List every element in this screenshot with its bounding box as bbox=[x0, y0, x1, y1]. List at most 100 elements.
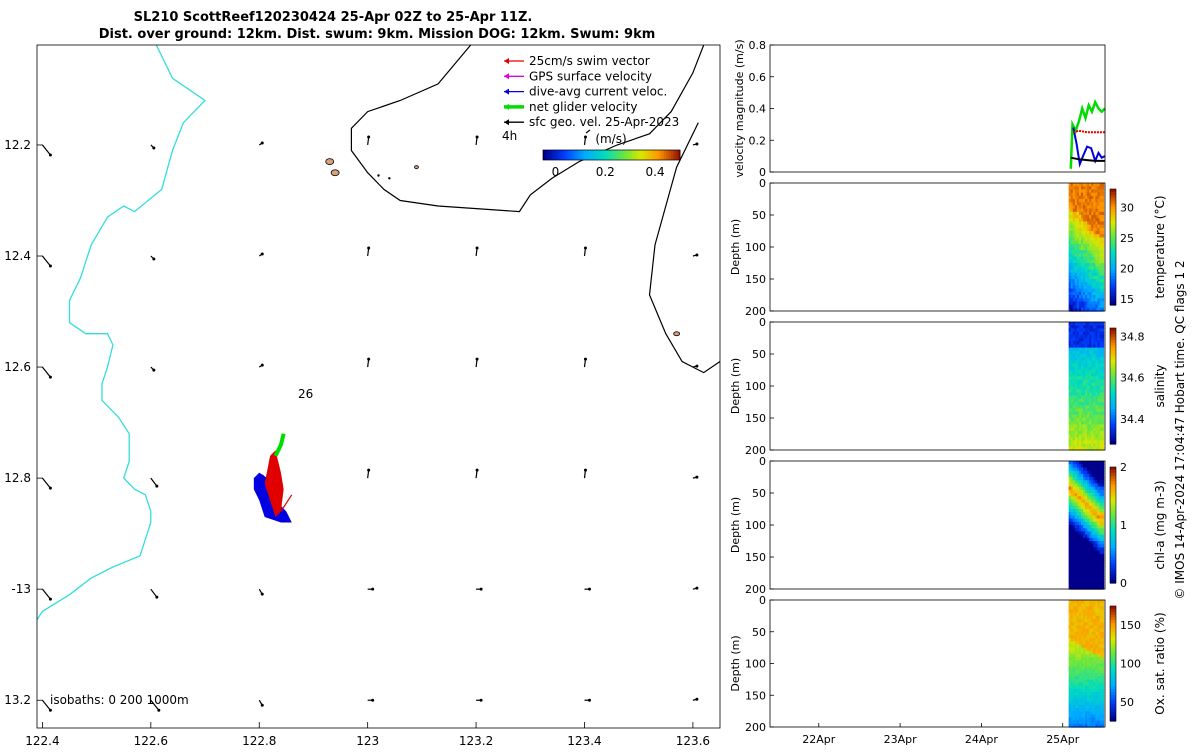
heatmap-cell bbox=[1099, 446, 1105, 451]
map-y-tick-label: 12.4 bbox=[4, 249, 31, 263]
heatmap-y-tick-label: 200 bbox=[745, 305, 766, 318]
velocity-series-line bbox=[1072, 127, 1106, 168]
heatmap-cell bbox=[1099, 553, 1105, 558]
vcolorbar-swatch bbox=[1110, 490, 1116, 494]
vcolorbar-swatch bbox=[1110, 703, 1116, 708]
vcolorbar-swatch bbox=[1110, 692, 1116, 696]
vcolorbar-swatch bbox=[1110, 359, 1116, 364]
swim-vector-cluster bbox=[264, 450, 284, 517]
colorbar-swatch bbox=[673, 150, 676, 160]
heatmap-cell bbox=[1099, 600, 1105, 604]
colorbar-swatch bbox=[609, 150, 612, 160]
heatmap-cell bbox=[1099, 250, 1105, 254]
sfc-arrow bbox=[150, 588, 158, 598]
heatmap-cell bbox=[1099, 631, 1105, 636]
colorbar-swatch bbox=[643, 150, 647, 160]
heatmap-cell bbox=[1099, 663, 1105, 668]
vcolorbar-swatch bbox=[1110, 712, 1116, 716]
heatmap-cell bbox=[1099, 537, 1105, 542]
vcolorbar-swatch bbox=[1110, 432, 1116, 436]
vcolorbar-swatch bbox=[1110, 429, 1116, 433]
vcolorbar-tick-label: 34.4 bbox=[1120, 413, 1145, 426]
heatmap-cell bbox=[1099, 205, 1105, 210]
map-x-tick-label: 123.2 bbox=[459, 734, 493, 748]
colorbar-swatch bbox=[595, 150, 599, 160]
vcolorbar-swatch bbox=[1110, 683, 1116, 688]
sfc-arrow-head bbox=[367, 246, 371, 250]
vcolorbar-swatch bbox=[1110, 336, 1116, 341]
vcolorbar-frame bbox=[1109, 466, 1117, 584]
heatmap-cell bbox=[1099, 515, 1105, 520]
heatmap-cell bbox=[1099, 237, 1105, 242]
heatmap-ylabel: Depth (m) bbox=[729, 219, 742, 275]
vcolorbar-swatch bbox=[1110, 675, 1116, 679]
vcolorbar-swatch bbox=[1110, 666, 1116, 670]
time-x-tick-label: 25Apr bbox=[1046, 733, 1080, 746]
vcolorbar-swatch bbox=[1110, 496, 1116, 500]
vcolorbar-swatch bbox=[1110, 513, 1116, 517]
vcolorbar-swatch bbox=[1110, 258, 1116, 263]
heatmap-cell bbox=[1099, 695, 1105, 700]
colorbar-swatch bbox=[634, 150, 638, 160]
heatmap-cell bbox=[1099, 638, 1105, 642]
heatmap-cell bbox=[1099, 528, 1105, 532]
heatmap-cell bbox=[1099, 215, 1105, 219]
vcolorbar-swatch bbox=[1110, 565, 1116, 570]
vcolorbar-swatch bbox=[1110, 218, 1116, 222]
map-x-tick-label: 123 bbox=[356, 734, 379, 748]
vcolorbar-swatch bbox=[1110, 472, 1116, 477]
vcolorbar-swatch bbox=[1110, 281, 1116, 286]
colorbar-swatch bbox=[563, 150, 567, 160]
heatmap-cell bbox=[1099, 354, 1105, 358]
colorbar-swatch bbox=[632, 150, 635, 160]
legend-arrowhead bbox=[504, 103, 509, 110]
vcolorbar-tick-label: 0 bbox=[1120, 577, 1127, 590]
imos-copyright-label: © IMOS 14-Apr-2024 17:04:47 Hobart time.… bbox=[1173, 260, 1187, 599]
colorbar-swatch bbox=[636, 150, 640, 160]
sfc-arrow bbox=[41, 699, 51, 711]
heatmap-y-tick-label: 100 bbox=[745, 241, 766, 254]
vcolorbar-swatch bbox=[1110, 273, 1116, 277]
colorbar-swatch bbox=[648, 150, 651, 160]
colorbar-frame bbox=[542, 149, 681, 161]
vcolorbar-swatch bbox=[1110, 637, 1116, 642]
glider-track bbox=[253, 433, 293, 523]
vcolorbar-swatch bbox=[1110, 634, 1116, 639]
vcolorbar-tick-label: 20 bbox=[1120, 262, 1134, 275]
sfc-arrow-head bbox=[371, 587, 375, 591]
heatmap-cell bbox=[1099, 295, 1105, 299]
heatmap-cell bbox=[1099, 259, 1105, 264]
figure-title-line1: SL210 ScottReef120230424 25-Apr 02Z to 2… bbox=[134, 10, 533, 25]
vcolorbar-swatch bbox=[1110, 516, 1116, 520]
velocity-series-line bbox=[1070, 156, 1105, 162]
heatmap-cell bbox=[1099, 467, 1105, 472]
sfc-arrow-head bbox=[152, 257, 156, 261]
colorbar-swatch bbox=[654, 150, 658, 160]
heatmap-cell bbox=[1099, 405, 1105, 409]
vcolorbar-tick-label: 25 bbox=[1120, 232, 1134, 245]
heatmap-cell bbox=[1099, 195, 1105, 200]
vcolorbar-swatch bbox=[1110, 559, 1116, 564]
vcolorbar-swatch bbox=[1110, 252, 1116, 257]
sfc-arrow-head bbox=[48, 597, 52, 601]
heatmap-cell bbox=[1099, 609, 1105, 614]
surface-velocity-arrows bbox=[41, 135, 699, 712]
heatmap-cell bbox=[1099, 366, 1105, 371]
heatmap-cell bbox=[1099, 541, 1105, 545]
heatmap-y-tick-label: 0 bbox=[759, 177, 766, 190]
vcolorbar-swatch bbox=[1110, 617, 1116, 621]
vcolorbar-swatch bbox=[1110, 611, 1116, 616]
legend-label: 25cm/s swim vector bbox=[529, 54, 650, 68]
vcolorbar-swatch bbox=[1110, 663, 1116, 667]
colorbar-swatch bbox=[622, 150, 626, 160]
colorbar-swatch bbox=[565, 150, 569, 160]
heatmap-cell bbox=[1099, 301, 1105, 306]
vcolorbar-swatch bbox=[1110, 284, 1116, 289]
sfc-arrow-head bbox=[583, 246, 587, 250]
map-y-tick-label: 13.2 bbox=[4, 693, 31, 707]
heatmap-cell bbox=[1099, 644, 1105, 649]
vcolorbar-swatch bbox=[1110, 680, 1116, 685]
heatmap-y-tick-label: 150 bbox=[745, 412, 766, 425]
legend-arrowhead bbox=[504, 73, 509, 80]
